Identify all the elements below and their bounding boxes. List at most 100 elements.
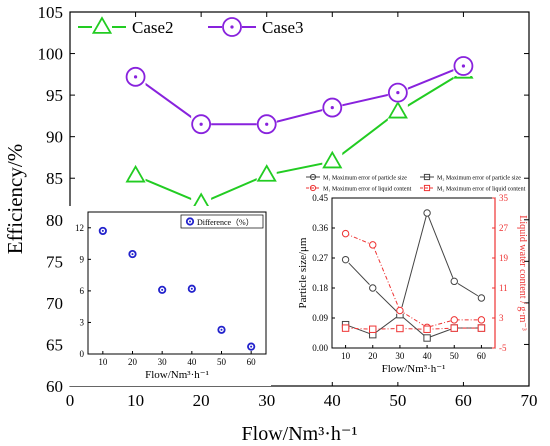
- difference-point: [158, 285, 167, 294]
- difference-point: [217, 325, 226, 334]
- marker-backdrop: [396, 311, 404, 319]
- marker-dot: [199, 122, 203, 126]
- legend-marker-backdrop: [92, 17, 112, 37]
- inset-y-tick-label: 6: [80, 286, 85, 296]
- inset-right-y-tick-label: 11: [499, 283, 508, 293]
- error-data-point: [450, 277, 458, 286]
- main-y-tick-label: 65: [46, 335, 63, 354]
- inset-plot-frame: [87, 211, 267, 355]
- marker-dot: [250, 345, 253, 348]
- marker-backdrop: [322, 151, 343, 172]
- main-x-tick-label: 20: [193, 391, 210, 410]
- error-data-point: [450, 316, 458, 324]
- marker-dot: [189, 220, 191, 223]
- main-data-point: [453, 56, 474, 76]
- error-data-point: [477, 316, 486, 324]
- legend-label-case3: Case3: [262, 18, 304, 37]
- error-data-point: [396, 324, 404, 333]
- inset-left-y-tick-label: 0.18: [312, 283, 328, 293]
- inset-x-tick-label: 60: [247, 357, 257, 367]
- marker-backdrop: [450, 316, 458, 324]
- error-data-point: [423, 334, 431, 342]
- main-data-point: [387, 100, 408, 119]
- inset-right-y-axis-label: Liquid water content / g·m⁻³: [517, 215, 528, 330]
- main-x-tick-label: 60: [455, 391, 472, 410]
- main-data-point: [322, 150, 343, 169]
- inset-legend-marker: [309, 184, 317, 192]
- error-data-point: [423, 209, 431, 217]
- marker-dot: [131, 253, 134, 256]
- marker-ring: [128, 249, 137, 259]
- error-data-point: [450, 324, 458, 332]
- inset-x-tick-label: 30: [395, 351, 405, 361]
- error-data-point: [341, 255, 350, 264]
- inset-legend-marker: [423, 184, 431, 192]
- main-data-point: [125, 66, 146, 87]
- marker-dot: [396, 90, 400, 95]
- error-series-line: [345, 233, 482, 328]
- marker-ring: [125, 66, 146, 87]
- main-series-case3: [125, 56, 474, 135]
- inset-x-tick-label: 40: [423, 351, 433, 361]
- marker-backdrop: [125, 165, 146, 186]
- marker-backdrop: [256, 164, 277, 185]
- error-data-point: [423, 325, 431, 333]
- marker-backdrop: [477, 316, 485, 324]
- marker-ring: [387, 82, 408, 103]
- difference-point: [98, 226, 107, 236]
- inset-legend-label: M₂ Maximum error of liquid content: [437, 186, 526, 193]
- main-y-tick-label: 85: [46, 169, 63, 188]
- main-x-tick-label: 40: [324, 391, 341, 410]
- main-plot-frame: [69, 11, 530, 387]
- marker-ring: [322, 97, 343, 118]
- main-x-tick-label: 10: [127, 391, 144, 410]
- main-data-point: [191, 114, 212, 135]
- inset-right-y-tick-label: 35: [499, 193, 509, 203]
- marker-ring: [158, 285, 167, 294]
- main-y-tick-label: 90: [46, 128, 63, 147]
- main-y-tick-label: 105: [38, 3, 64, 22]
- marker-backdrop: [342, 256, 350, 264]
- marker-ring: [453, 56, 474, 76]
- marker-backdrop: [477, 324, 485, 332]
- inset-left-y-axis-label: Particle size/μm: [297, 237, 309, 308]
- main-y-tick-label: 70: [46, 294, 63, 313]
- marker-dot: [101, 229, 104, 232]
- main-series-line: [135, 70, 464, 205]
- marker-dot: [220, 328, 223, 331]
- inset-y-tick-label: 12: [75, 223, 84, 233]
- error-data-point: [341, 324, 350, 332]
- inset-difference-chart: 10 20 30 40 50 60 0 3 6 9 12 Flow/Nm³·h⁻¹ Difference…: [63, 206, 271, 386]
- difference-point: [187, 284, 196, 293]
- error-series-line: [345, 314, 482, 339]
- marker-backdrop: [450, 324, 458, 332]
- inset-legend-marker: [423, 173, 431, 181]
- marker-ring: [256, 114, 277, 135]
- difference-point: [128, 249, 137, 259]
- main-y-axis-label: Efficiency/%: [3, 144, 27, 254]
- marker-backdrop: [369, 241, 377, 249]
- inset-legend-label: M₁ Maximum error of liquid content: [323, 186, 412, 193]
- marker-backdrop: [450, 277, 458, 285]
- legend-marker-case3: [222, 17, 242, 37]
- inset-x-axis-label: Flow/Nm³·h⁻¹: [382, 363, 446, 375]
- marker-dot: [330, 105, 334, 110]
- marker-dot: [190, 287, 193, 290]
- inset-right-y-tick-label: 3: [499, 313, 504, 323]
- main-x-tick-label: 30: [258, 391, 275, 410]
- main-series-line: [134, 65, 464, 126]
- inset-right-y-tick-label: 19: [499, 253, 509, 263]
- legend-marker-case2: [91, 16, 113, 34]
- inset-x-tick-label: 50: [217, 357, 227, 367]
- main-x-tick-label: 70: [521, 391, 538, 410]
- main-data-point: [256, 114, 277, 135]
- inset-legend-marker: [185, 217, 195, 226]
- marker-backdrop: [369, 325, 377, 333]
- error-data-point: [369, 241, 377, 249]
- marker-backdrop: [369, 331, 377, 339]
- error-data-point: [369, 284, 377, 292]
- main-data-point: [256, 164, 277, 182]
- marker-dot: [230, 25, 234, 29]
- inset-y-tick-label: 0: [80, 349, 85, 359]
- error-data-point: [477, 324, 486, 332]
